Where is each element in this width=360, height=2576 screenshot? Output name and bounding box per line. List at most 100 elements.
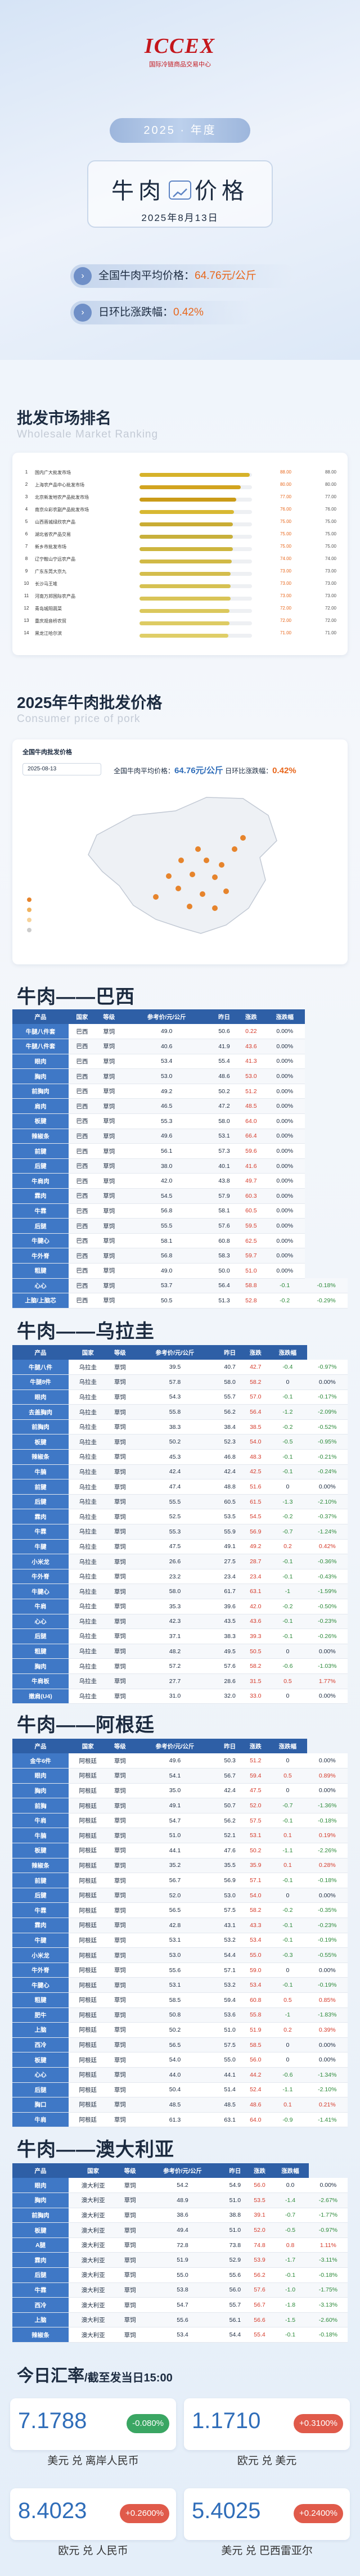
table-cell: 巴西 — [69, 1024, 96, 1040]
table-cell: 乌拉圭 — [69, 1584, 107, 1599]
table-cell: 57.6 — [210, 1218, 238, 1234]
table-row: 板腱 阿根廷 草饲 54.0 55.0 56.0 0 0.00% — [12, 2052, 348, 2068]
table-cell: -0.1 — [268, 1628, 307, 1644]
table-row: 牛肩板 乌拉圭 草饲 27.7 28.6 31.5 0.5 1.77% — [12, 1673, 348, 1689]
table-cell: -2.09% — [307, 1404, 348, 1420]
ranking-row: 11 河南万邦国际农产品 73.00 73.00 — [21, 593, 339, 604]
table-cell: -0.43% — [307, 1569, 348, 1585]
table-cell: 草饲 — [118, 2222, 142, 2238]
market-name: 青岛城阳蔬菜 — [35, 606, 62, 611]
table-cell: 草饲 — [107, 1360, 133, 1375]
table-cell: 辣椒条 — [12, 1449, 69, 1465]
table-cell: 48.8 — [217, 1479, 243, 1495]
table-cell: 57.3 — [210, 1143, 238, 1159]
market-name: 重庆观音桥农贸 — [35, 619, 66, 624]
table-cell: 0 — [268, 1479, 307, 1495]
rank-price-2: 73.00 — [325, 593, 336, 598]
table-cell: 0.22 — [237, 1024, 265, 1040]
date-picker[interactable]: 2025-08-13 — [22, 763, 101, 775]
table-cell: 57.9 — [210, 1188, 238, 1204]
table-cell: 0.00% — [307, 1374, 348, 1390]
table-cell: 乌拉圭 — [69, 1539, 107, 1555]
table-cell: 56.8 — [122, 1248, 211, 1264]
table-cell: 乌拉圭 — [69, 1599, 107, 1614]
table-cell: 前腱 — [12, 1143, 69, 1159]
table-cell: 53.0 — [237, 1068, 265, 1084]
table-cell: 49.6 — [122, 1129, 211, 1144]
rank-bar — [140, 609, 230, 613]
table-row: 后腿 澳大利亚 草饲 55.0 55.6 56.2 -0.1 -0.18% — [12, 2267, 348, 2283]
rank-bar — [140, 510, 234, 514]
rank-bar — [140, 522, 233, 526]
table-cell: 54.0 — [242, 1434, 269, 1450]
table-row: 牛外脊 乌拉圭 草饲 23.2 23.4 23.4 -0.1 -0.43% — [12, 1569, 348, 1585]
table-cell: 59.5 — [237, 1218, 265, 1234]
table-cell: 草饲 — [107, 1569, 133, 1585]
table-cell: 54.2 — [142, 2178, 223, 2194]
table-cell: 0.00% — [264, 1218, 305, 1234]
table-cell: -0.1 — [268, 1389, 307, 1405]
table-cell: 58.0 — [133, 1584, 217, 1599]
column-header: 等级 — [118, 2163, 142, 2178]
table-cell: 55.0 — [217, 2052, 243, 2068]
table-row: 胸口 阿根廷 草饲 48.5 48.5 48.6 0.1 0.21% — [12, 2097, 348, 2113]
table-cell: -0.50% — [307, 1599, 348, 1614]
table-cell: 乌拉圭 — [69, 1374, 107, 1390]
table-cell: 草饲 — [95, 1188, 123, 1204]
table-cell: 草饲 — [107, 1599, 133, 1614]
table-cell: 52.3 — [217, 1434, 243, 1450]
table-cell: 草饲 — [107, 1419, 133, 1435]
table-cell: 巴西 — [69, 1054, 96, 1070]
table-cell: 55.6 — [223, 2267, 248, 2283]
table-cell: 前胸肉 — [12, 2208, 69, 2223]
table-cell: 胸肉 — [12, 2192, 69, 2208]
table-row: 后腿 阿根廷 草饲 50.4 51.4 52.4 -1.1 -2.10% — [12, 2082, 348, 2098]
table-cell: 58.1 — [210, 1203, 238, 1219]
table-cell: 澳大利亚 — [69, 2282, 118, 2298]
fx-change: -0.080% — [127, 2414, 169, 2433]
table-cell: 心心 — [12, 1278, 69, 1294]
table-cell: 47.2 — [210, 1098, 238, 1115]
table-cell: 草饲 — [107, 2022, 133, 2038]
table-cell: -0.1 — [272, 2327, 309, 2343]
column-header: 产品 — [12, 1009, 69, 1024]
table-cell: 51.9 — [142, 2252, 223, 2268]
table-cell: 0.00% — [307, 1644, 348, 1659]
table-cell: -0.2 — [268, 1419, 307, 1435]
table-cell: 草饲 — [107, 1614, 133, 1630]
table-cell: 52.5 — [133, 1509, 217, 1525]
table-cell: 0.00% — [264, 1173, 305, 1189]
table-cell: 胸口 — [12, 2097, 69, 2113]
table-row: 板腱 乌拉圭 草饲 50.2 52.3 54.0 -0.5 -0.95% — [12, 1434, 348, 1450]
table-cell: 54.0 — [242, 1888, 269, 1903]
table-cell: -3.13% — [308, 2297, 348, 2313]
ranking-subtitle: Wholesale Market Ranking — [17, 428, 159, 440]
table-cell: 38.3 — [217, 1628, 243, 1644]
table-cell: 巴西 — [69, 1129, 96, 1144]
table-cell: -0.2 — [264, 1293, 305, 1309]
table-cell: 37.1 — [133, 1628, 217, 1644]
table-cell: 后腿 — [12, 1628, 69, 1644]
table-cell: 58.0 — [217, 1374, 243, 1390]
table-cell: -0.21% — [307, 1449, 348, 1465]
table-cell: 巴西 — [69, 1098, 96, 1115]
table-cell: -0.18% — [308, 2267, 348, 2283]
table-cell: 胸肉 — [12, 1658, 69, 1674]
table-cell: 54.5 — [242, 1509, 269, 1525]
table-cell: -0.1 — [268, 1873, 307, 1888]
rank-bar-track — [140, 473, 252, 477]
table-row: 上脑 阿根廷 草饲 50.2 51.0 51.9 0.2 0.39% — [12, 2022, 348, 2038]
table-cell: 56.2 — [217, 1813, 243, 1829]
table-cell: 0 — [268, 1963, 307, 1978]
table-cell: -0.3 — [268, 1947, 307, 1963]
table-cell: -0.7 — [268, 1524, 307, 1540]
table-cell: 阿根廷 — [69, 2007, 107, 2023]
table-cell: 牛腩 — [12, 1464, 69, 1480]
table-cell: 乌拉圭 — [69, 1449, 107, 1465]
fx-value: 1.1710 — [192, 2408, 261, 2433]
table-cell: 64.0 — [237, 1113, 265, 1129]
rank-number: 8 — [25, 556, 28, 561]
table-row: 霖肉 乌拉圭 草饲 52.5 53.5 54.5 -0.2 -0.37% — [12, 1509, 348, 1525]
table-cell: 草饲 — [95, 1084, 123, 1099]
table-cell: 53.1 — [210, 1129, 238, 1144]
